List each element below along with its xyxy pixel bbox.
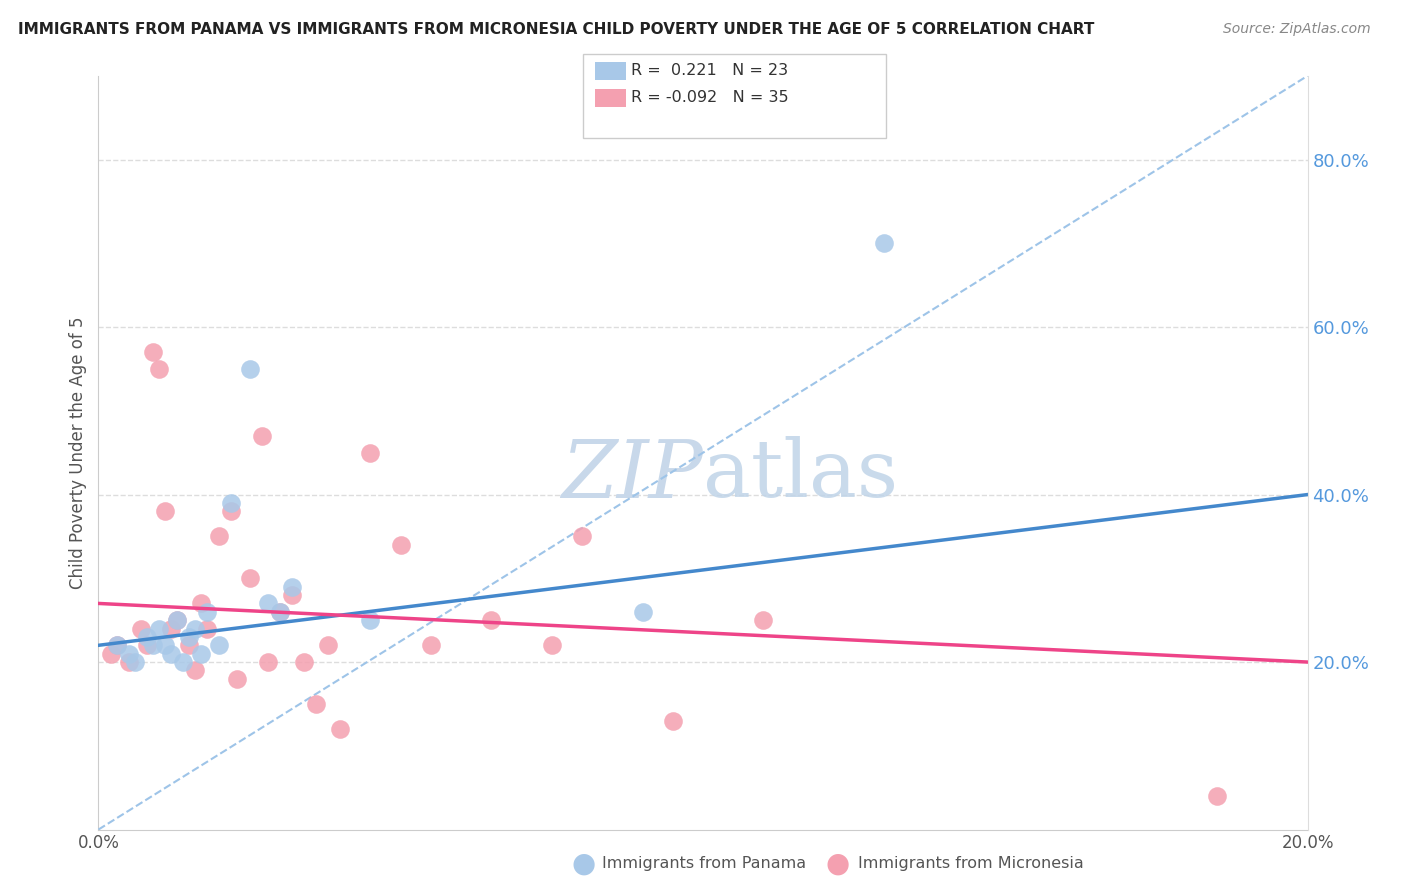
Text: Source: ZipAtlas.com: Source: ZipAtlas.com <box>1223 22 1371 37</box>
Point <box>105 638 128 652</box>
Point <box>571 529 593 543</box>
Point <box>195 622 218 636</box>
Point <box>148 362 170 376</box>
Point <box>166 613 188 627</box>
Text: atlas: atlas <box>703 436 898 515</box>
Text: Immigrants from Micronesia: Immigrants from Micronesia <box>858 856 1084 871</box>
Point <box>118 655 141 669</box>
Text: IMMIGRANTS FROM PANAMA VS IMMIGRANTS FROM MICRONESIA CHILD POVERTY UNDER THE AGE: IMMIGRANTS FROM PANAMA VS IMMIGRANTS FRO… <box>18 22 1095 37</box>
Point <box>208 638 231 652</box>
Point <box>195 605 218 619</box>
Point <box>481 613 503 627</box>
Point <box>292 655 315 669</box>
Point <box>221 504 243 518</box>
Point <box>360 613 382 627</box>
Point <box>153 504 176 518</box>
Point <box>160 622 183 636</box>
Point <box>172 655 194 669</box>
Point <box>179 630 201 644</box>
Point <box>281 588 304 602</box>
Point <box>226 672 249 686</box>
Point <box>184 664 207 678</box>
Point <box>160 647 183 661</box>
Point <box>256 655 278 669</box>
Y-axis label: Child Poverty Under the Age of 5: Child Poverty Under the Age of 5 <box>69 317 87 589</box>
Point <box>135 638 157 652</box>
Text: ●: ● <box>825 849 851 878</box>
Point <box>269 605 291 619</box>
Text: ZIP: ZIP <box>561 436 703 514</box>
Point <box>329 722 352 736</box>
Point <box>239 571 262 585</box>
Point <box>124 655 146 669</box>
Point <box>250 429 273 443</box>
Point <box>360 445 382 459</box>
Point <box>420 638 443 652</box>
Point <box>208 529 231 543</box>
Text: Immigrants from Panama: Immigrants from Panama <box>602 856 806 871</box>
Point <box>661 714 683 728</box>
Point <box>752 613 775 627</box>
Point <box>179 638 201 652</box>
Point <box>1206 789 1229 803</box>
Point <box>540 638 562 652</box>
Point <box>105 638 128 652</box>
Point <box>184 622 207 636</box>
Point <box>100 647 122 661</box>
Text: R =  0.221   N = 23: R = 0.221 N = 23 <box>631 63 789 78</box>
Point <box>129 622 152 636</box>
Point <box>873 236 896 251</box>
Point <box>256 596 278 610</box>
Point <box>316 638 339 652</box>
Point <box>135 630 157 644</box>
Text: ●: ● <box>571 849 596 878</box>
Point <box>142 345 165 359</box>
Point <box>166 613 188 627</box>
Point <box>389 538 412 552</box>
Text: R = -0.092   N = 35: R = -0.092 N = 35 <box>631 90 789 104</box>
Point <box>118 647 141 661</box>
Point <box>221 496 243 510</box>
Point <box>239 362 262 376</box>
Point <box>142 638 165 652</box>
Point <box>190 647 212 661</box>
Point <box>153 638 176 652</box>
Point <box>305 697 328 711</box>
Point <box>148 622 170 636</box>
Point <box>281 580 304 594</box>
Point <box>269 605 291 619</box>
Point <box>631 605 654 619</box>
Point <box>190 596 212 610</box>
